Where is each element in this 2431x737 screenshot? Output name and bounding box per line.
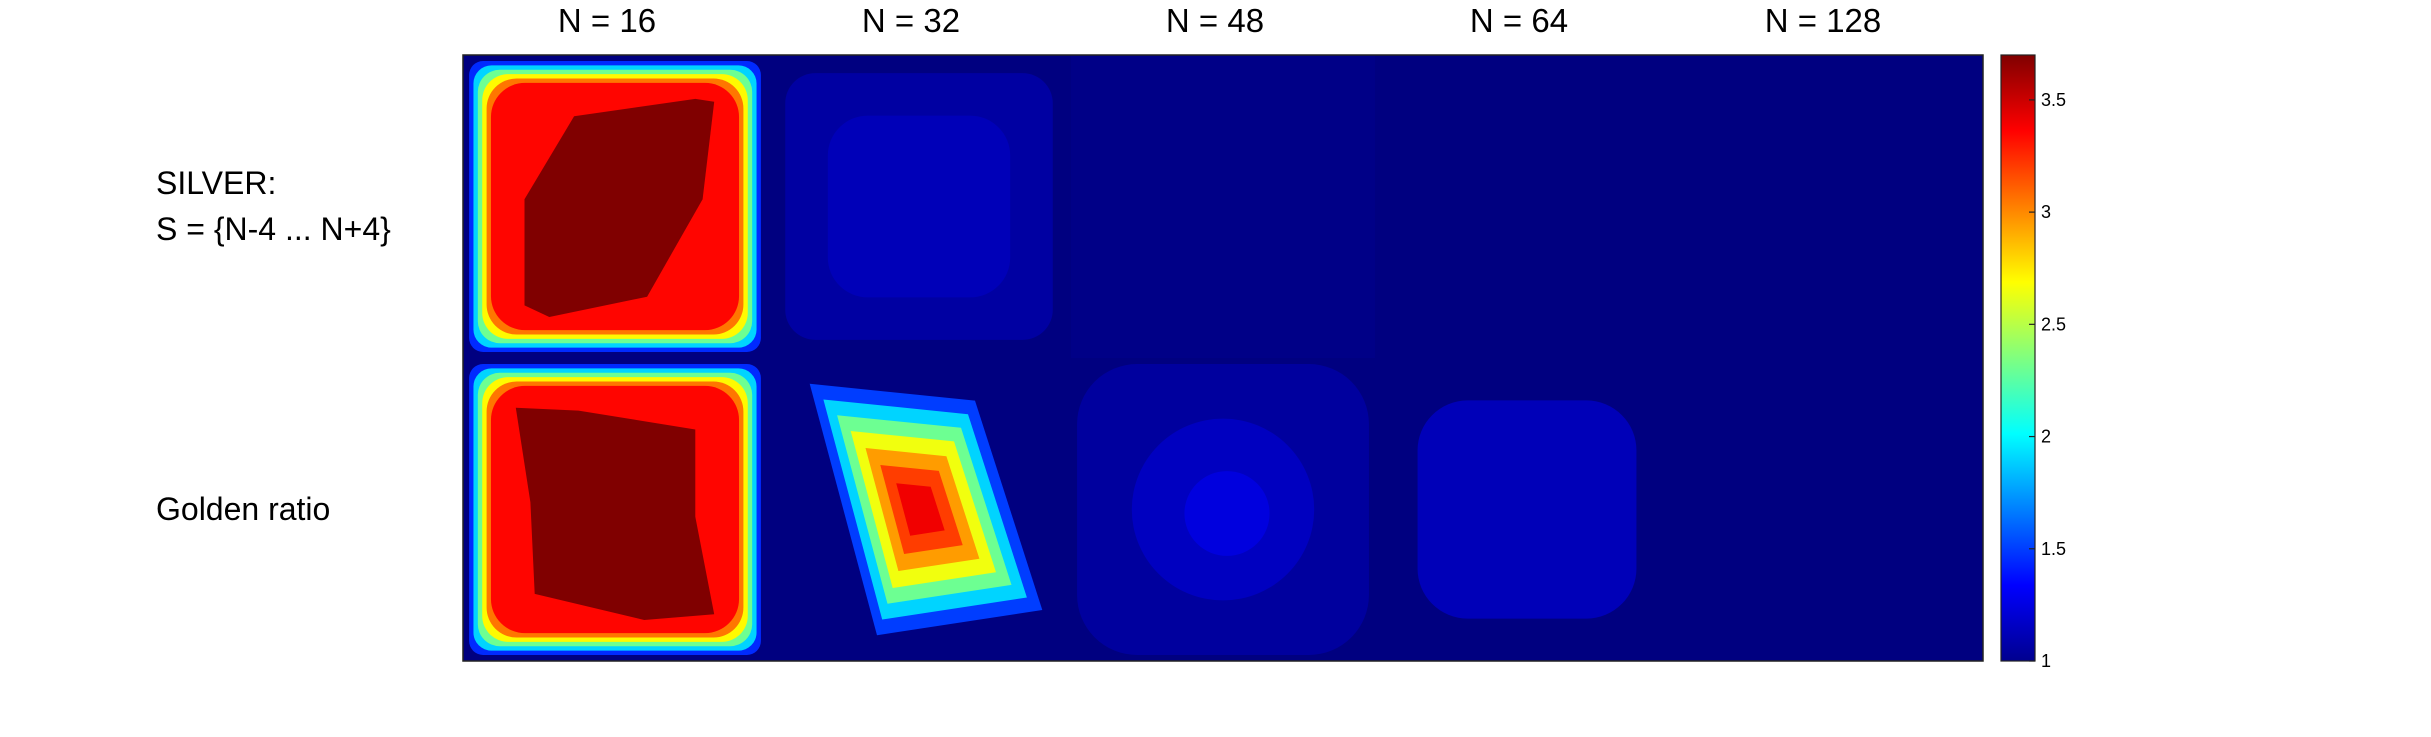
colorbar xyxy=(2000,54,2036,662)
heatmap-panel-r2-n64 xyxy=(1417,400,1637,619)
heatmap-panel-r1-n128 xyxy=(1679,55,1983,358)
heatmap-panel-r1-n48 xyxy=(1071,55,1375,358)
heatmap-panel-r2-n16 xyxy=(469,364,761,655)
column-title-n16: N = 16 xyxy=(557,2,657,39)
column-title-n64: N = 64 xyxy=(1469,2,1569,39)
colorbar-tick-label: 3.5 xyxy=(2041,90,2066,110)
colorbar-tick-label: 1 xyxy=(2041,651,2051,671)
heatmap-panel-r1-n64 xyxy=(1375,55,1679,358)
colorbar-tick-label: 3 xyxy=(2041,202,2051,222)
row-label-golden: Golden ratio xyxy=(156,491,331,527)
heatmap-frame xyxy=(462,54,1984,662)
heatmap-panel-r2-n32 xyxy=(809,383,1043,636)
colorbar-tick-label: 2.5 xyxy=(2041,314,2066,334)
heatmap-panel-r1-n16 xyxy=(469,61,761,352)
heatmap-panel-r2-n48 xyxy=(1077,364,1369,655)
row-label-silver: SILVER: S = {N-4 ... N+4} xyxy=(156,165,391,247)
heatmap-panel-r2-n128 xyxy=(1679,358,1983,661)
colorbar-tick-label: 2 xyxy=(2041,427,2051,447)
colorbar-tick-label: 1.5 xyxy=(2041,539,2066,559)
column-title-n128: N = 128 xyxy=(1764,2,1882,39)
column-title-n48: N = 48 xyxy=(1165,2,1265,39)
column-title-n32: N = 32 xyxy=(861,2,961,39)
heatmap-panel-r1-n32 xyxy=(785,73,1053,340)
